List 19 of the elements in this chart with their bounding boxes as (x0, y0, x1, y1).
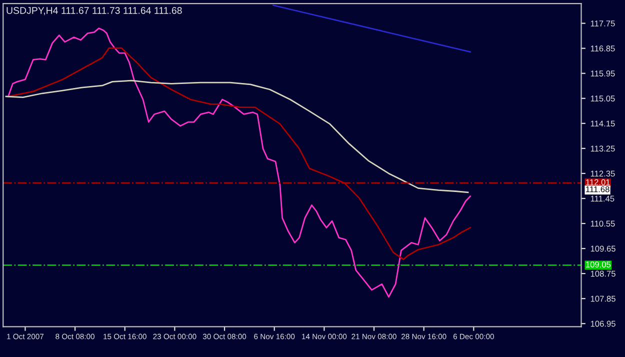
y-tick-label: 113.25 (590, 146, 615, 152)
y-tick-label: 115.95 (590, 70, 615, 76)
chart-title: USDJPY,H4 111.67 111.73 111.64 111.68 (6, 7, 182, 16)
y-tick-label: 115.05 (590, 96, 615, 102)
y-tick-label: 108.75 (590, 270, 616, 277)
y-tick-label: 109.65 (590, 246, 616, 252)
line-series (5, 80, 469, 194)
y-tick-label: 110.55 (590, 220, 615, 227)
ref-line-label: 112.01 (586, 179, 610, 186)
text: 111.68 (586, 186, 610, 192)
y-tick-label: 112.35 (590, 170, 615, 177)
y-tick-label: 111.45 (590, 196, 614, 202)
y-tick-label: 114.15 (590, 120, 615, 127)
line-series (8, 28, 471, 298)
ref-line-label: 109.05 (586, 262, 611, 268)
y-tick-label: 106.95 (590, 320, 616, 327)
y-tick-label: 107.85 (590, 296, 616, 302)
y-tick-label: 117.75 (590, 20, 615, 26)
y-tick-label: 116.85 (590, 46, 615, 52)
